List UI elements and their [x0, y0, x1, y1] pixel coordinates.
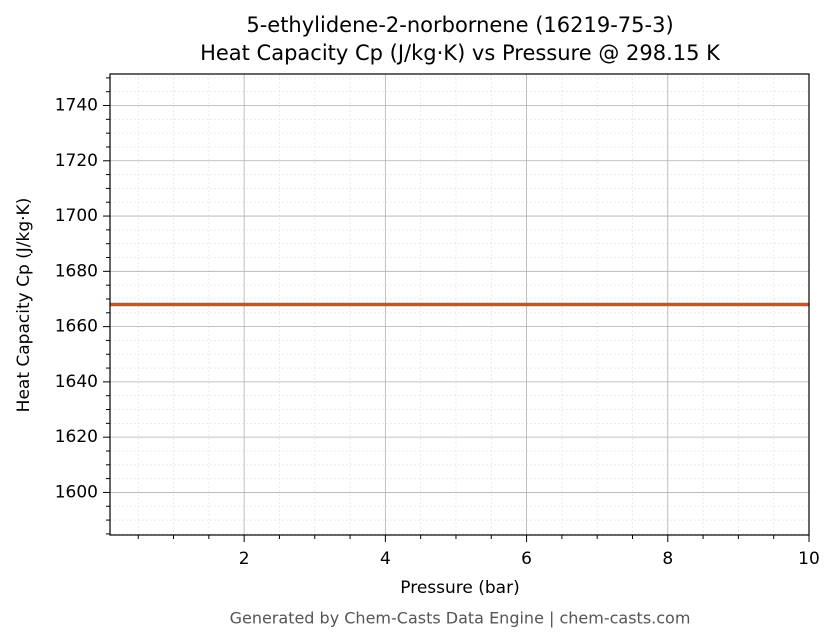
y-tick-label: 1620 [55, 427, 98, 447]
y-tick-label: 1680 [55, 261, 98, 281]
y-axis-label: Heat Capacity Cp (J/kg·K) [14, 198, 34, 413]
x-tick-label: 6 [521, 549, 532, 569]
chart-subtitle: Heat Capacity Cp (J/kg·K) vs Pressure @ … [200, 41, 721, 65]
y-tick-label: 1640 [55, 372, 98, 392]
y-tick-label: 1720 [55, 151, 98, 171]
chart-title: 5-ethylidene-2-norbornene (16219-75-3) [246, 13, 673, 37]
x-tick-label: 4 [380, 549, 391, 569]
y-tick-label: 1740 [55, 96, 98, 116]
plot-frame [109, 73, 810, 536]
footer: Generated by Chem-Casts Data Engine | ch… [230, 609, 691, 628]
x-axis-label: Pressure (bar) [400, 578, 519, 598]
x-tick-label: 2 [239, 549, 250, 569]
y-tick-label: 1700 [55, 206, 98, 226]
x-tick-label: 8 [662, 549, 673, 569]
x-tick-label: 10 [798, 549, 820, 569]
y-tick-label: 1600 [55, 482, 98, 502]
y-tick-label: 1660 [55, 317, 98, 337]
